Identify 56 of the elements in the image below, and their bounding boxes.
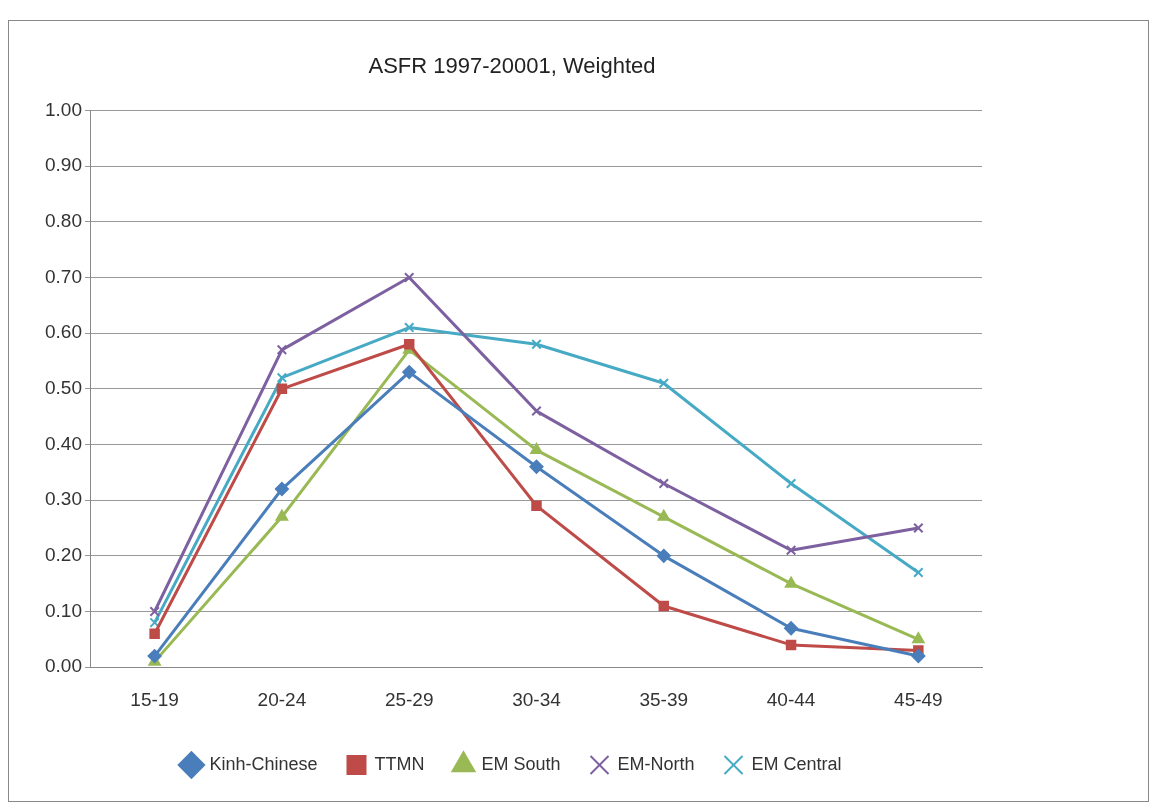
- point: [402, 365, 417, 380]
- point: [784, 576, 798, 588]
- point: [658, 478, 670, 489]
- point: [403, 339, 415, 350]
- point: [403, 322, 415, 333]
- point: [531, 405, 542, 417]
- y-tick-label: 1.00: [45, 98, 82, 120]
- point: [785, 639, 797, 651]
- y-tick-label: 0.70: [45, 265, 82, 287]
- y-tick-label: 0.00: [45, 655, 82, 677]
- point: [149, 606, 160, 617]
- point: [911, 649, 926, 664]
- point: [785, 478, 797, 489]
- point: [147, 649, 162, 664]
- y-tick-label: 0.60: [45, 321, 82, 343]
- point: [149, 617, 160, 628]
- legend-label: EM Central: [751, 753, 842, 774]
- y-tick-label: 0.90: [45, 154, 82, 176]
- point: [276, 372, 288, 383]
- y-tick-label: 0.30: [45, 488, 82, 510]
- y-tick-label: 0.20: [45, 544, 82, 566]
- point: [913, 522, 924, 534]
- point: [531, 339, 542, 350]
- chart-title: ASFR 1997-20001, Weighted: [368, 53, 656, 79]
- point: [656, 548, 671, 563]
- point: [658, 377, 670, 389]
- x-tick-label: 45-49: [894, 688, 943, 710]
- point: [913, 567, 924, 578]
- point: [529, 459, 544, 474]
- x-tick-label: 40-44: [766, 688, 816, 710]
- y-tick-label: 0.40: [45, 432, 82, 454]
- legend-label: EM-North: [617, 753, 695, 774]
- y-tick-label: 0.10: [45, 599, 82, 621]
- x-tick-label: 15-19: [130, 688, 179, 710]
- x-tick-label: 25-29: [384, 688, 434, 710]
- point: [785, 545, 797, 556]
- point: [276, 383, 288, 395]
- point: [658, 600, 670, 612]
- point: [530, 443, 543, 455]
- legend-label: EM South: [481, 753, 561, 774]
- point: [274, 482, 289, 497]
- y-tick-label: 0.80: [45, 209, 82, 231]
- x-tick-label: 35-39: [639, 688, 689, 710]
- point: [784, 621, 799, 636]
- point: [912, 632, 925, 644]
- legend-label: Kinh-Chinese: [209, 753, 318, 774]
- point: [149, 628, 160, 640]
- point: [403, 272, 415, 283]
- point: [276, 344, 288, 356]
- x-tick-label: 30-34: [512, 688, 562, 710]
- legend-label: TTMN: [374, 753, 425, 774]
- y-tick-label: 0.50: [45, 377, 82, 399]
- point: [531, 500, 542, 511]
- point: [275, 509, 289, 521]
- x-tick-label: 20-24: [257, 688, 307, 710]
- point: [657, 509, 670, 521]
